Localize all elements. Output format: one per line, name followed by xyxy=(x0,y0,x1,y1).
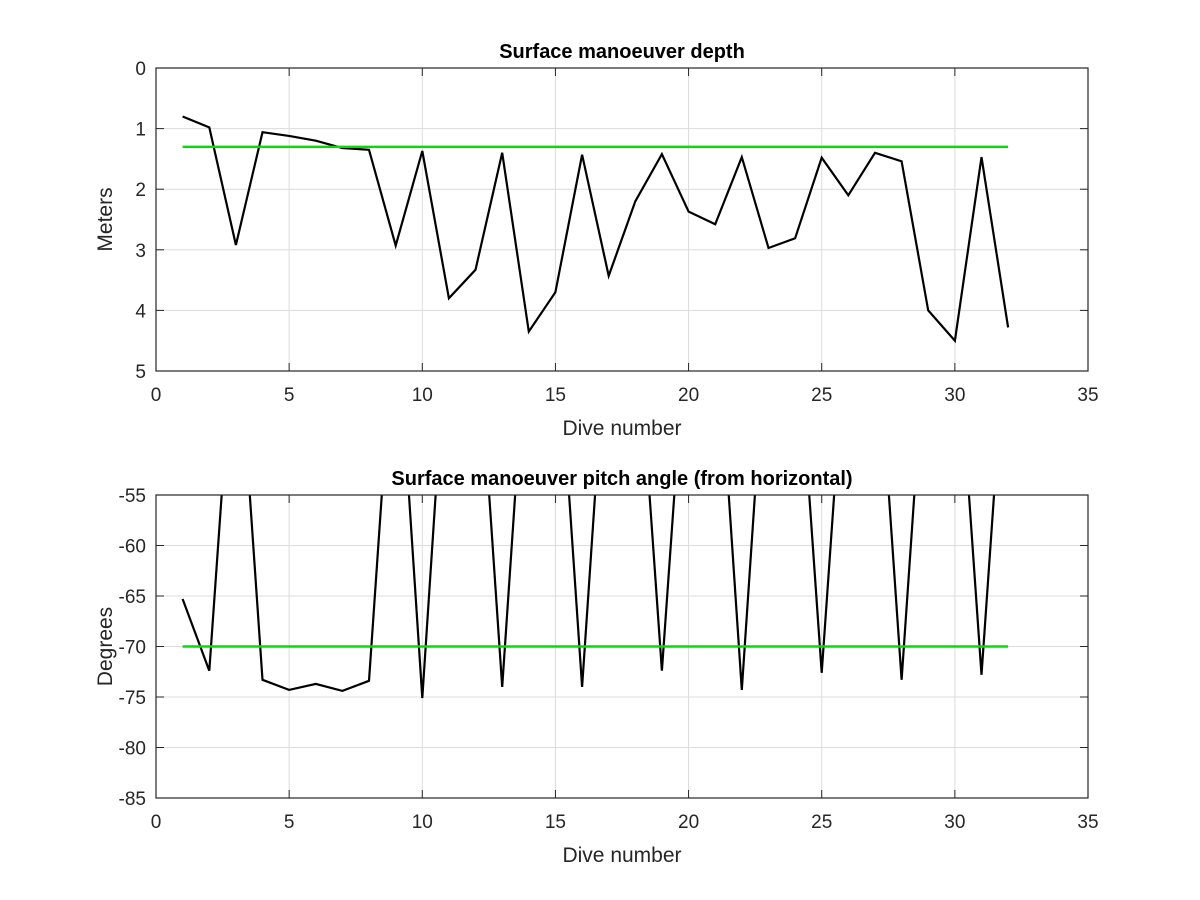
plot-1-axes-box xyxy=(155,67,1089,372)
plot-2-y-tick-label: -65 xyxy=(119,587,146,608)
plot-2-series-group xyxy=(181,495,1009,699)
plot-1-y-axis-label: Meters xyxy=(94,187,117,251)
plot-1-title: Surface manoeuver depth xyxy=(499,41,745,63)
plot-2-x-tick-label: 10 xyxy=(412,812,433,833)
plot-2-x-tick-label: 30 xyxy=(944,812,965,833)
plot-1-x-tick-label: 5 xyxy=(284,385,295,406)
plot-2-y-tick-label: -75 xyxy=(119,688,146,709)
plot-2-y-tick-label: -85 xyxy=(119,789,146,810)
plot-2-x-tick-label: 5 xyxy=(284,812,295,833)
plot-2-title: Surface manoeuver pitch angle (from hori… xyxy=(391,468,852,490)
plot-1-series-group xyxy=(182,115,1010,344)
plot-1-y-tick-label: 2 xyxy=(135,180,146,201)
plot-2-y-tick-label: -70 xyxy=(119,638,146,659)
plot-2-y-tick-label: -80 xyxy=(119,739,146,760)
plot-1-plot-area xyxy=(156,68,1088,371)
plot-2-x-axis-label: Dive number xyxy=(562,844,681,867)
plot-1-y-tick-label: 4 xyxy=(135,301,146,322)
plot-1-series-line-1 xyxy=(182,115,1010,344)
plot-2-x-tick-label: 0 xyxy=(151,812,162,833)
plot-2-y-tick-label: -60 xyxy=(119,537,146,558)
plot-2-y-tick-label: -55 xyxy=(119,486,146,507)
plot-1-x-tick-label: 0 xyxy=(151,385,162,406)
plot-1-y-tick-label: 1 xyxy=(135,120,146,141)
plot-1-x-tick-label: 35 xyxy=(1077,385,1098,406)
plot-1-y-tick-label: 0 xyxy=(135,59,146,80)
plot-1-x-tick-label: 20 xyxy=(678,385,699,406)
plot-1-x-tick-label: 10 xyxy=(412,385,433,406)
plot-2-x-tick-label: 15 xyxy=(545,812,566,833)
plot-2-y-axis-label: Degrees xyxy=(94,607,117,686)
plot-2-x-tick-label: 20 xyxy=(678,812,699,833)
plot-1-x-axis-label: Dive number xyxy=(562,417,681,440)
plot-2-axes: 0 5 10 15 20 25 30 35 -85 -80 -75 -70 -65 -60 -55 Dive … xyxy=(94,468,1099,867)
plot-2-x-tick-label: 25 xyxy=(811,812,832,833)
plot-1-x-tick-label: 25 xyxy=(811,385,832,406)
plot-1-y-tick-label: 5 xyxy=(135,362,146,383)
plot-2-x-tick-label: 35 xyxy=(1077,812,1098,833)
plot-1-x-tick-label: 30 xyxy=(944,385,965,406)
plot-2-series-line-1 xyxy=(181,495,996,699)
plot-1-y-tick-label: 3 xyxy=(135,241,146,262)
plot-1-x-tick-label: 15 xyxy=(545,385,566,406)
